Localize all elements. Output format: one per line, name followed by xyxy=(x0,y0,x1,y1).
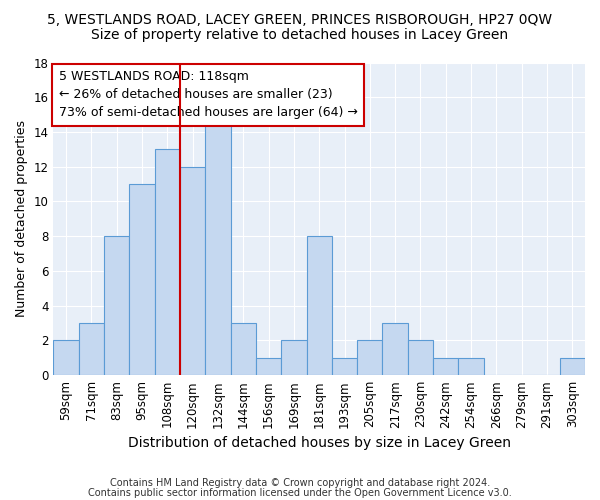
Bar xyxy=(180,166,205,375)
Text: 5, WESTLANDS ROAD, LACEY GREEN, PRINCES RISBOROUGH, HP27 0QW: 5, WESTLANDS ROAD, LACEY GREEN, PRINCES … xyxy=(47,12,553,26)
Text: Contains HM Land Registry data © Crown copyright and database right 2024.: Contains HM Land Registry data © Crown c… xyxy=(110,478,490,488)
Bar xyxy=(307,236,332,375)
Bar xyxy=(104,236,130,375)
Bar xyxy=(130,184,155,375)
Bar xyxy=(332,358,357,375)
Bar xyxy=(433,358,458,375)
Bar xyxy=(256,358,281,375)
Bar xyxy=(230,323,256,375)
Text: Contains public sector information licensed under the Open Government Licence v3: Contains public sector information licen… xyxy=(88,488,512,498)
Bar xyxy=(155,150,180,375)
Bar xyxy=(458,358,484,375)
Bar xyxy=(79,323,104,375)
Bar xyxy=(281,340,307,375)
Bar xyxy=(560,358,585,375)
Bar xyxy=(357,340,382,375)
Bar xyxy=(382,323,408,375)
Bar xyxy=(53,340,79,375)
Bar xyxy=(205,114,230,375)
X-axis label: Distribution of detached houses by size in Lacey Green: Distribution of detached houses by size … xyxy=(128,436,511,450)
Bar xyxy=(408,340,433,375)
Y-axis label: Number of detached properties: Number of detached properties xyxy=(15,120,28,318)
Text: Size of property relative to detached houses in Lacey Green: Size of property relative to detached ho… xyxy=(91,28,509,42)
Text: 5 WESTLANDS ROAD: 118sqm
← 26% of detached houses are smaller (23)
73% of semi-d: 5 WESTLANDS ROAD: 118sqm ← 26% of detach… xyxy=(59,70,358,120)
